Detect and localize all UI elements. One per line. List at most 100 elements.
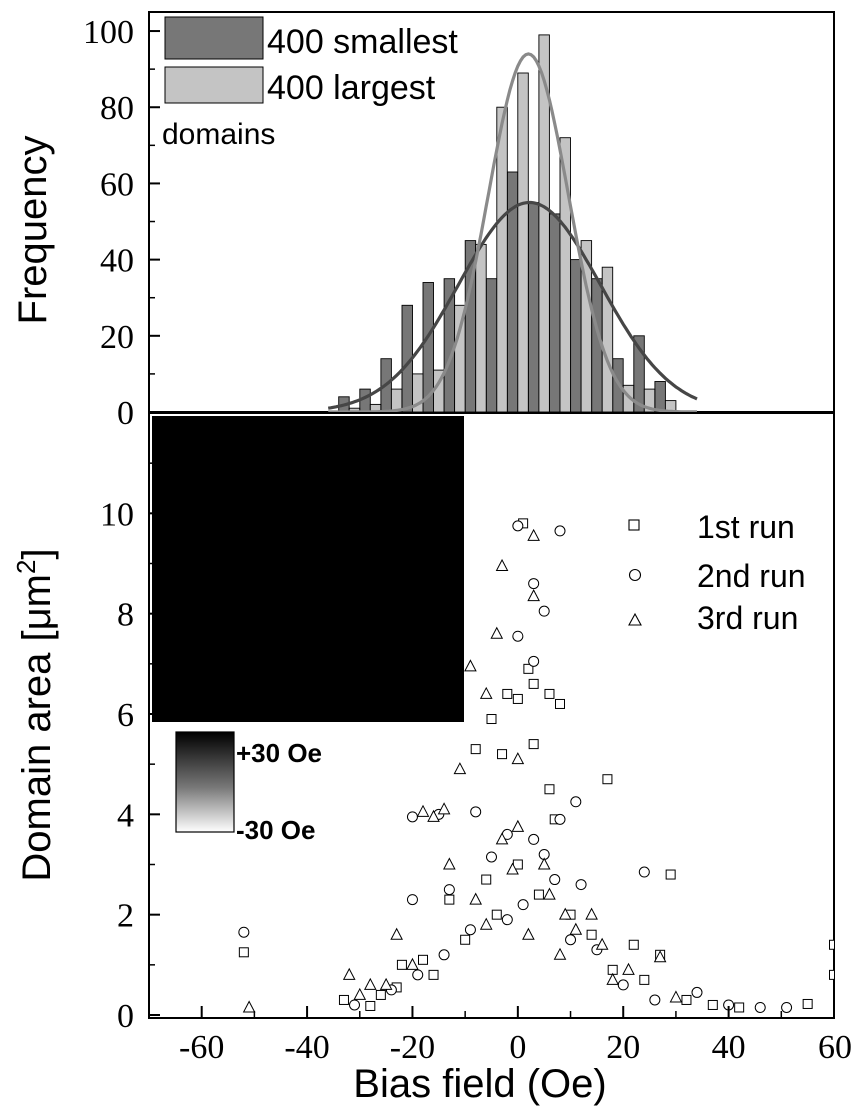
point-square [238, 947, 249, 958]
point-triangle [669, 990, 683, 1003]
point-square [418, 954, 428, 965]
point-square [512, 693, 523, 704]
point-circle [406, 894, 418, 906]
y-tick-label: 80 [100, 90, 134, 127]
point-circle [470, 806, 482, 818]
point-circle [691, 986, 703, 998]
point-circle [464, 924, 476, 936]
point-square [639, 974, 650, 985]
point-triangle [453, 762, 467, 775]
y-tick-label: 0 [117, 395, 134, 432]
legend-marker-square [628, 519, 640, 531]
point-triangle [553, 947, 567, 960]
point-circle [238, 926, 250, 938]
legend-marker-triangle [628, 612, 642, 626]
point-square [734, 1002, 745, 1013]
point-circle [412, 969, 424, 981]
point-triangle [379, 977, 393, 990]
legend-label-2nd-run: 2nd run [697, 558, 806, 594]
point-triangle [537, 857, 551, 870]
bottom-axes: 0 2 4 6 8 10 -60 -40 -20 0 20 40 60 [100, 462, 852, 1066]
point-circle [512, 630, 524, 642]
point-triangle [522, 927, 535, 940]
point-square [602, 774, 613, 785]
point-triangle [242, 1000, 256, 1013]
y-tick-label: 60 [100, 166, 134, 203]
point-square [528, 678, 539, 689]
point-square [396, 959, 407, 970]
bottom-y-axis-label: Domain area [μm2] [11, 548, 59, 881]
point-square [502, 688, 513, 699]
point-square [586, 929, 597, 940]
point-circle [570, 796, 582, 808]
point-square [628, 939, 639, 950]
point-circle [349, 999, 360, 1011]
point-triangle [390, 927, 403, 940]
bar [664, 400, 677, 412]
domain-map-inset [152, 416, 464, 722]
point-circle [638, 866, 650, 878]
point-triangle [479, 917, 493, 930]
point-square [829, 969, 834, 980]
bar [485, 278, 498, 412]
point-circle [554, 525, 566, 537]
point-triangle [342, 967, 356, 980]
point-triangle [495, 832, 509, 845]
fit-curve [328, 52, 697, 412]
point-square [665, 869, 676, 880]
top-legend: 400 smallest 400 largest domains [162, 16, 458, 151]
point-circle [443, 884, 455, 896]
y-tick-label: 10 [100, 496, 134, 533]
point-triangle [495, 558, 509, 572]
bar [348, 407, 361, 412]
y-tick-label: 20 [100, 319, 134, 356]
x-tick-label: 40 [712, 1029, 746, 1066]
x-axis-label: Bias field (Oe) [353, 1062, 606, 1106]
legend-swatch-smallest [164, 16, 264, 60]
legend-note: domains [162, 118, 275, 151]
legend-swatch-largest [164, 66, 264, 104]
point-circle [554, 813, 566, 825]
point-triangle [490, 626, 504, 639]
y-tick-label: 8 [117, 597, 134, 634]
point-triangle [653, 950, 667, 963]
point-square [481, 874, 492, 885]
y-tick-label: 4 [117, 797, 134, 834]
point-triangle [558, 907, 572, 920]
point-square [491, 909, 502, 920]
point-triangle [353, 987, 367, 1000]
legend-label-3rd-run: 3rd run [697, 600, 798, 636]
point-circle [781, 1001, 793, 1013]
point-circle [754, 1001, 766, 1013]
legend-marker-circle [628, 568, 642, 582]
point-circle [565, 934, 577, 946]
point-square [533, 889, 544, 900]
colorbar: +30 Oe -30 Oe [175, 731, 322, 845]
point-square [470, 744, 481, 755]
point-triangle [506, 862, 519, 875]
point-square [707, 999, 718, 1010]
bar [601, 266, 614, 412]
point-triangle [363, 977, 377, 990]
point-triangle [569, 922, 583, 935]
x-tick-label: -20 [390, 1029, 435, 1066]
point-square [338, 994, 349, 1005]
legend-label-smallest: 400 smallest [267, 23, 458, 61]
point-triangle [543, 887, 556, 900]
point-triangle [443, 857, 456, 870]
bar [517, 72, 529, 412]
y-tick-label: 6 [117, 697, 134, 734]
point-circle [617, 979, 629, 991]
legend-label-largest: 400 largest [267, 69, 436, 107]
point-circle [406, 811, 418, 823]
point-square [486, 714, 497, 725]
point-circle [501, 914, 513, 926]
colorbar-gradient [175, 731, 235, 833]
point-square [428, 969, 439, 980]
bar [390, 388, 403, 412]
point-triangle [606, 972, 620, 985]
point-square [375, 989, 386, 1000]
x-tick-label: -40 [284, 1029, 329, 1066]
bar [549, 213, 561, 412]
bar [570, 259, 582, 412]
